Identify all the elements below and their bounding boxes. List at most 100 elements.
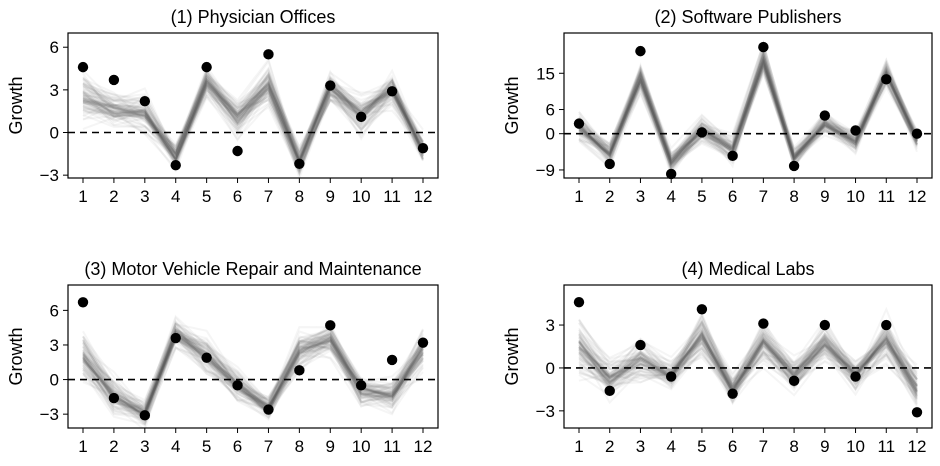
axes-frame [67, 32, 439, 179]
x-tick-label: 9 [326, 187, 335, 206]
trace-line [578, 41, 918, 156]
trace-line [578, 314, 918, 387]
trace-line [82, 322, 424, 416]
panel-title: (4) Medical Labs [681, 259, 814, 279]
trace-line [82, 81, 424, 165]
x-tick-label: 5 [697, 437, 706, 456]
data-point-4 [665, 371, 677, 382]
trace-line [578, 66, 918, 168]
x-tick-label: 3 [140, 187, 149, 206]
y-tick-label: 3 [50, 336, 59, 355]
trace-line [578, 336, 918, 400]
trace-line [82, 332, 424, 419]
trace-line [82, 319, 424, 421]
x-tick-label: 5 [202, 187, 211, 206]
trace-line [82, 330, 424, 418]
x-tick-label: 2 [605, 437, 614, 456]
trace-line [82, 335, 424, 415]
x-tick-label: 5 [697, 187, 706, 206]
trace-line [82, 71, 424, 164]
x-tick-label: 8 [295, 187, 304, 206]
data-point-2 [604, 385, 615, 397]
trace-line [82, 79, 424, 176]
trace-line [578, 61, 918, 168]
trace-line [82, 85, 424, 167]
trace-line [82, 68, 424, 157]
x-tick-label: 2 [109, 187, 118, 206]
trace-line [578, 318, 918, 398]
trace-line [578, 336, 918, 395]
trace-line [578, 60, 918, 167]
data-point-10 [355, 111, 367, 123]
data-point-9 [325, 320, 336, 331]
data-point-8 [788, 160, 800, 172]
trace-line [578, 324, 918, 399]
trace-line [578, 318, 918, 388]
trace-line [578, 60, 918, 164]
x-tick-label: 12 [908, 187, 927, 206]
trace-line [82, 73, 424, 169]
trace-line [578, 324, 918, 390]
trace-line [82, 338, 424, 426]
x-tick-label: 4 [666, 437, 675, 456]
data-point-8 [294, 365, 305, 376]
trace-line [82, 78, 424, 171]
trace-line [578, 39, 918, 166]
trace-line [578, 331, 918, 395]
trace-line [82, 81, 424, 174]
trace-line [578, 320, 918, 379]
trace-line [578, 48, 918, 162]
trace-line [82, 322, 424, 410]
trace-line [578, 50, 918, 165]
data-point-7 [758, 41, 769, 53]
data-point-11 [386, 86, 398, 97]
trace-line [82, 327, 424, 411]
trace-line [578, 320, 918, 399]
trace-line [82, 86, 424, 175]
trace-line [82, 67, 424, 166]
trace-line [82, 316, 424, 415]
trace-line [82, 87, 424, 164]
trace-line [82, 77, 424, 165]
trace-line [578, 320, 918, 392]
trace-line [578, 64, 918, 174]
y-axis-label: Growth [6, 327, 26, 385]
trace-line [578, 67, 918, 166]
trace-line [578, 329, 918, 392]
trace-line [578, 335, 918, 394]
trace-line [578, 328, 918, 393]
trace-line [578, 327, 918, 404]
trace-line [82, 328, 424, 416]
x-tick-label: 4 [666, 187, 675, 206]
trace-line [578, 47, 918, 166]
trace-line [578, 343, 918, 393]
trace-line [82, 72, 424, 154]
trace-line [82, 69, 424, 173]
x-tick-label: 1 [574, 187, 583, 206]
trace-line [82, 331, 424, 420]
x-tick-label: 4 [171, 437, 180, 456]
axes-frame [67, 284, 439, 429]
trace-line [82, 336, 424, 419]
trace-line [82, 338, 424, 417]
x-tick-label: 2 [109, 437, 118, 456]
trace-line [82, 71, 424, 167]
trace-line [82, 330, 424, 416]
trace-line [82, 320, 424, 412]
trace-line [82, 322, 424, 417]
trace-line [578, 325, 918, 390]
panel-title: (2) Software Publishers [654, 7, 841, 27]
trace-line [578, 317, 918, 397]
trace-line [578, 331, 918, 400]
x-tick-label: 10 [846, 187, 865, 206]
trace-line [82, 79, 424, 162]
trace-line [82, 78, 424, 166]
trace-line [82, 80, 424, 161]
trace-line [82, 314, 424, 409]
trace-line [82, 73, 424, 155]
trace-line [82, 78, 424, 159]
trace-line [82, 59, 424, 163]
trace-line [578, 50, 918, 167]
trace-line [578, 306, 918, 386]
